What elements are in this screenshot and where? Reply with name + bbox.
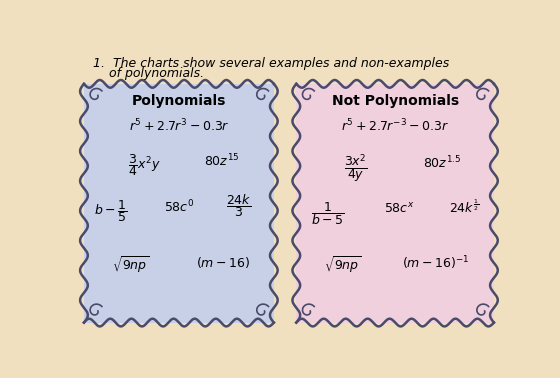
- Text: of polynomials.: of polynomials.: [94, 67, 204, 80]
- Text: $58c^x$: $58c^x$: [384, 202, 414, 216]
- Text: $r^5 + 2.7r^3 - 0.3r$: $r^5 + 2.7r^3 - 0.3r$: [128, 118, 229, 135]
- Text: Polynomials: Polynomials: [132, 94, 226, 108]
- Text: $\sqrt{9np}$: $\sqrt{9np}$: [112, 254, 149, 275]
- Text: $\dfrac{24k}{3}$: $\dfrac{24k}{3}$: [226, 192, 252, 219]
- Text: $\dfrac{3}{4}x^2y$: $\dfrac{3}{4}x^2y$: [128, 152, 161, 178]
- Text: $\sqrt{9np}$: $\sqrt{9np}$: [324, 254, 362, 275]
- Text: $80z^{15}$: $80z^{15}$: [204, 153, 239, 169]
- FancyBboxPatch shape: [296, 84, 494, 322]
- Text: $58c^0$: $58c^0$: [164, 199, 194, 215]
- Text: 1.  The charts show several examples and non-examples: 1. The charts show several examples and …: [94, 57, 450, 70]
- Text: $(m-16)$: $(m-16)$: [197, 255, 250, 270]
- Text: $24k^{\frac{1}{2}}$: $24k^{\frac{1}{2}}$: [450, 198, 479, 216]
- Text: $(m-16)^{-1}$: $(m-16)^{-1}$: [402, 254, 469, 272]
- FancyBboxPatch shape: [84, 84, 274, 322]
- Text: $r^5 + 2.7r^{-3} - 0.3r$: $r^5 + 2.7r^{-3} - 0.3r$: [341, 118, 449, 135]
- Text: $b - \dfrac{1}{5}$: $b - \dfrac{1}{5}$: [95, 198, 128, 224]
- Text: Not Polynomials: Not Polynomials: [332, 94, 459, 108]
- Text: $\dfrac{3x^2}{4y}$: $\dfrac{3x^2}{4y}$: [344, 152, 368, 185]
- Text: $80z^{1.5}$: $80z^{1.5}$: [422, 155, 461, 172]
- Text: $\dfrac{1}{b-5}$: $\dfrac{1}{b-5}$: [311, 200, 344, 227]
